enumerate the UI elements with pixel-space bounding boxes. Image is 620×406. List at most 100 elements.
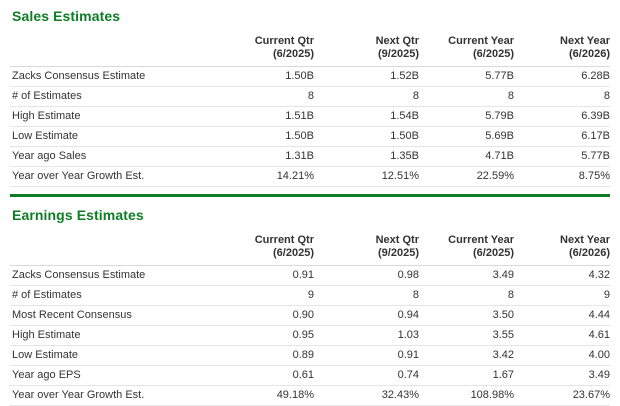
table-row: High Estimate 1.51B 1.54B 5.79B 6.39B	[10, 106, 610, 127]
column-header-period: (6/2025)	[273, 247, 314, 259]
cell-value: 8	[514, 86, 610, 107]
row-label: Low Estimate	[10, 345, 254, 366]
cell-value: 49.18%	[254, 385, 314, 406]
column-header-label: Current Year	[448, 35, 514, 47]
cell-value: 3.55	[419, 325, 514, 346]
cell-value: 1.50B	[254, 126, 314, 147]
earnings-estimates-table: Current Qtr (6/2025) Next Qtr (9/2025) C…	[10, 232, 610, 406]
cell-value: 6.17B	[514, 126, 610, 147]
earnings-estimates-title: Earnings Estimates	[12, 207, 144, 223]
column-header-label: Current Qtr	[254, 234, 314, 246]
row-label: Year ago EPS	[10, 365, 254, 386]
column-header-label: Next Qtr	[375, 35, 419, 47]
column-header-period: (6/2025)	[273, 48, 314, 60]
cell-value: 1.50B	[254, 66, 314, 87]
cell-value: 6.28B	[514, 66, 610, 87]
cell-value: 22.59%	[419, 166, 514, 187]
table-row: Low Estimate 0.89 0.91 3.42 4.00	[10, 345, 610, 366]
table-row: High Estimate 0.95 1.03 3.55 4.61	[10, 325, 610, 346]
column-header-period: (9/2025)	[378, 48, 419, 60]
column-header-current-qtr: Current Qtr (6/2025)	[254, 33, 314, 67]
cell-value: 14.21%	[254, 166, 314, 187]
section-divider	[10, 194, 610, 197]
row-label: Most Recent Consensus	[10, 305, 254, 326]
sales-estimates-table: Current Qtr (6/2025) Next Qtr (9/2025) C…	[10, 33, 610, 187]
column-header-label: Next Year	[560, 234, 610, 246]
table-row: Zacks Consensus Estimate 0.91 0.98 3.49 …	[10, 265, 610, 286]
column-header-label: Next Year	[560, 35, 610, 47]
column-header-label: Current Year	[448, 234, 514, 246]
cell-value: 1.51B	[254, 106, 314, 127]
cell-value: 6.39B	[514, 106, 610, 127]
cell-value: 5.77B	[419, 66, 514, 87]
column-header-period: (6/2026)	[569, 48, 610, 60]
cell-value: 23.67%	[514, 385, 610, 406]
cell-value: 0.94	[314, 305, 419, 326]
cell-value: 108.98%	[419, 385, 514, 406]
row-label: # of Estimates	[10, 86, 254, 107]
cell-value: 8	[419, 285, 514, 306]
cell-value: 0.89	[254, 345, 314, 366]
cell-value: 0.74	[314, 365, 419, 386]
cell-value: 4.00	[514, 345, 610, 366]
table-row: Most Recent Consensus 0.90 0.94 3.50 4.4…	[10, 305, 610, 326]
cell-value: 9	[514, 285, 610, 306]
cell-value: 1.03	[314, 325, 419, 346]
table-row: Year over Year Growth Est. 49.18% 32.43%…	[10, 385, 610, 406]
cell-value: 4.32	[514, 265, 610, 286]
cell-value: 1.50B	[314, 126, 419, 147]
row-label: High Estimate	[10, 325, 254, 346]
row-label: Zacks Consensus Estimate	[10, 265, 254, 286]
cell-value: 3.50	[419, 305, 514, 326]
row-label: Low Estimate	[10, 126, 254, 147]
cell-value: 0.91	[254, 265, 314, 286]
cell-value: 1.35B	[314, 146, 419, 167]
column-header-period: (9/2025)	[378, 247, 419, 259]
cell-value: 1.52B	[314, 66, 419, 87]
row-label: Year over Year Growth Est.	[10, 385, 254, 406]
cell-value: 8	[254, 86, 314, 107]
cell-value: 0.61	[254, 365, 314, 386]
table-row: Low Estimate 1.50B 1.50B 5.69B 6.17B	[10, 126, 610, 147]
column-header-next-qtr: Next Qtr (9/2025)	[314, 232, 419, 266]
cell-value: 0.95	[254, 325, 314, 346]
row-label: Year over Year Growth Est.	[10, 166, 254, 187]
header-spacer	[10, 232, 254, 266]
column-header-current-qtr: Current Qtr (6/2025)	[254, 232, 314, 266]
row-label: High Estimate	[10, 106, 254, 127]
column-header-next-year: Next Year (6/2026)	[514, 33, 610, 67]
cell-value: 0.91	[314, 345, 419, 366]
table-row: # of Estimates 8 8 8 8	[10, 86, 610, 107]
cell-value: 1.54B	[314, 106, 419, 127]
column-header-label: Next Qtr	[375, 234, 419, 246]
cell-value: 4.71B	[419, 146, 514, 167]
cell-value: 5.77B	[514, 146, 610, 167]
column-header-current-year: Current Year (6/2025)	[419, 232, 514, 266]
header-row: Current Qtr (6/2025) Next Qtr (9/2025) C…	[10, 33, 610, 67]
cell-value: 0.90	[254, 305, 314, 326]
column-header-period: (6/2025)	[473, 48, 514, 60]
cell-value: 32.43%	[314, 385, 419, 406]
column-header-period: (6/2025)	[473, 247, 514, 259]
cell-value: 3.49	[419, 265, 514, 286]
table-row: Year ago EPS 0.61 0.74 1.67 3.49	[10, 365, 610, 386]
cell-value: 8	[314, 285, 419, 306]
column-header-current-year: Current Year (6/2025)	[419, 33, 514, 67]
table-row: # of Estimates 9 8 8 9	[10, 285, 610, 306]
row-label: Year ago Sales	[10, 146, 254, 167]
cell-value: 5.79B	[419, 106, 514, 127]
cell-value: 0.98	[314, 265, 419, 286]
cell-value: 1.31B	[254, 146, 314, 167]
sales-estimates-title: Sales Estimates	[12, 8, 121, 24]
column-header-next-qtr: Next Qtr (9/2025)	[314, 33, 419, 67]
row-label: # of Estimates	[10, 285, 254, 306]
table-row: Zacks Consensus Estimate 1.50B 1.52B 5.7…	[10, 66, 610, 87]
table-row: Year ago Sales 1.31B 1.35B 4.71B 5.77B	[10, 146, 610, 167]
cell-value: 3.42	[419, 345, 514, 366]
cell-value: 8.75%	[514, 166, 610, 187]
column-header-period: (6/2026)	[569, 247, 610, 259]
cell-value: 8	[314, 86, 419, 107]
cell-value: 12.51%	[314, 166, 419, 187]
cell-value: 4.61	[514, 325, 610, 346]
